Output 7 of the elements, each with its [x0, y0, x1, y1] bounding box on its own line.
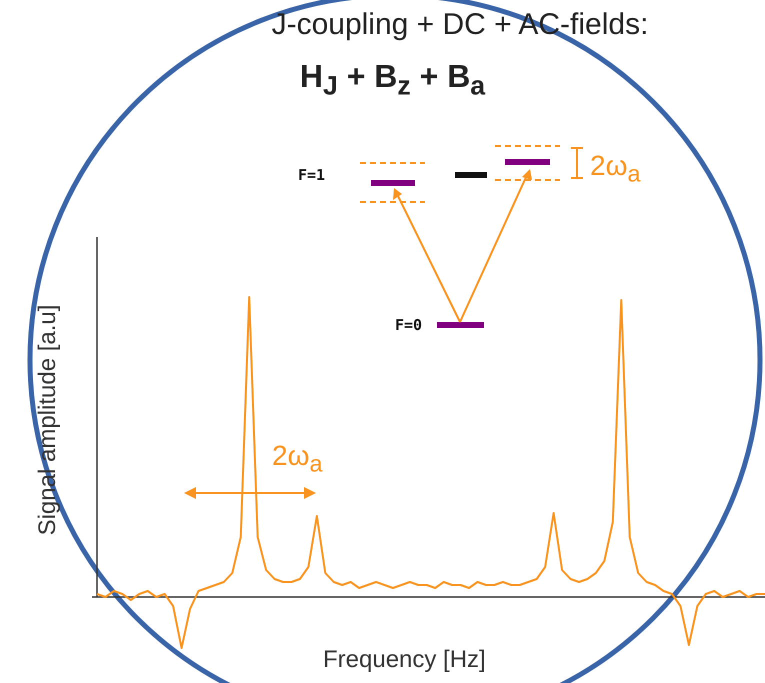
chart-subtitle: H$_{J}$ + B$_{z}$ + B$_{a}$ — [298, 58, 486, 102]
annotation: 2ω$_{a}$ — [272, 440, 322, 478]
x-axis-title: Frequency [Hz] — [323, 646, 486, 674]
text: F=1 — [298, 166, 326, 184]
text: 2ω$_{a}$ — [590, 150, 640, 188]
y-axis-title: Signal amplitude [a.u] — [34, 304, 62, 536]
annotation: F=0 — [395, 316, 422, 334]
